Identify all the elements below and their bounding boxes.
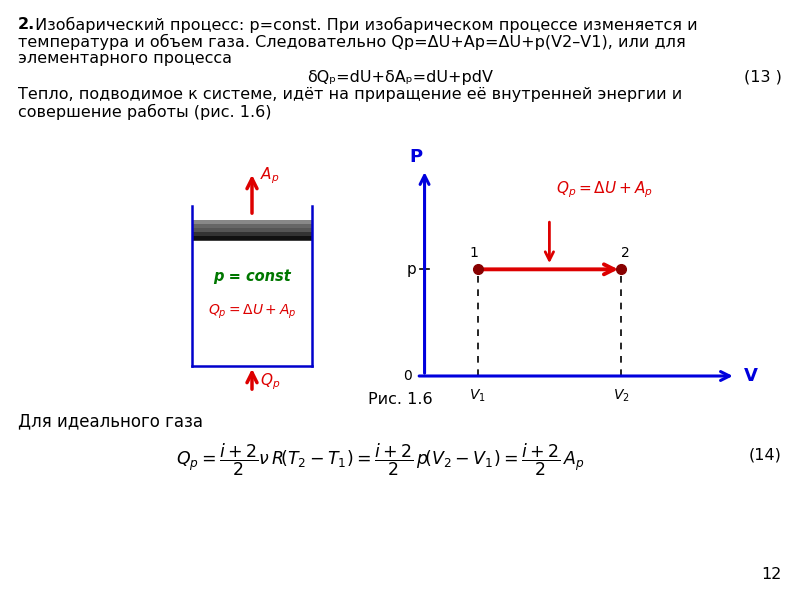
Text: p = const: p = const [213, 269, 291, 283]
Text: Для идеального газа: Для идеального газа [18, 412, 203, 430]
Text: Рис. 1.6: Рис. 1.6 [368, 392, 432, 407]
Text: 0: 0 [403, 369, 412, 383]
Bar [192, 232, 312, 236]
Text: 2.: 2. [18, 17, 35, 32]
Text: элементарного процесса: элементарного процесса [18, 51, 232, 66]
Text: δQₚ=dU+δAₚ=dU+pdV: δQₚ=dU+δAₚ=dU+pdV [307, 70, 493, 85]
Text: V: V [744, 367, 758, 385]
Bar [192, 228, 312, 232]
Text: (14): (14) [749, 448, 782, 463]
Bar [192, 220, 312, 226]
Text: 12: 12 [762, 567, 782, 582]
Text: (13 ): (13 ) [744, 70, 782, 85]
Text: Изобарический процесс: p=const. При изобарическом процессе изменяется и: Изобарический процесс: p=const. При изоб… [30, 17, 698, 33]
Text: p: p [406, 262, 416, 277]
Text: $Q_p = \dfrac{i+2}{2}\nu\, R\!\left(T_2 - T_1\right) = \dfrac{i+2}{2}\,p\!\left(: $Q_p = \dfrac{i+2}{2}\nu\, R\!\left(T_2 … [176, 442, 584, 478]
Bar [192, 236, 312, 240]
Text: 1: 1 [470, 247, 478, 260]
Text: $Q_p = \Delta U + A_p$: $Q_p = \Delta U + A_p$ [208, 303, 296, 321]
Text: $Q_p$: $Q_p$ [260, 371, 280, 392]
Text: Тепло, подводимое к системе, идёт на приращение её внутренней энергии и: Тепло, подводимое к системе, идёт на при… [18, 87, 682, 102]
Text: $A_p$: $A_p$ [260, 166, 279, 186]
Text: P: P [410, 148, 423, 166]
Text: температура и объем газа. Следовательно Qp=ΔU+Ap=ΔU+p(V2–V1), или для: температура и объем газа. Следовательно … [18, 34, 686, 50]
Text: $Q_p = \Delta U + A_p$: $Q_p = \Delta U + A_p$ [556, 179, 653, 200]
Bar [192, 220, 312, 240]
Text: совершение работы (рис. 1.6): совершение работы (рис. 1.6) [18, 104, 271, 120]
Text: $V_2$: $V_2$ [613, 388, 630, 404]
Text: $V_1$: $V_1$ [470, 388, 486, 404]
Bar [192, 224, 312, 228]
Text: 2: 2 [621, 247, 630, 260]
